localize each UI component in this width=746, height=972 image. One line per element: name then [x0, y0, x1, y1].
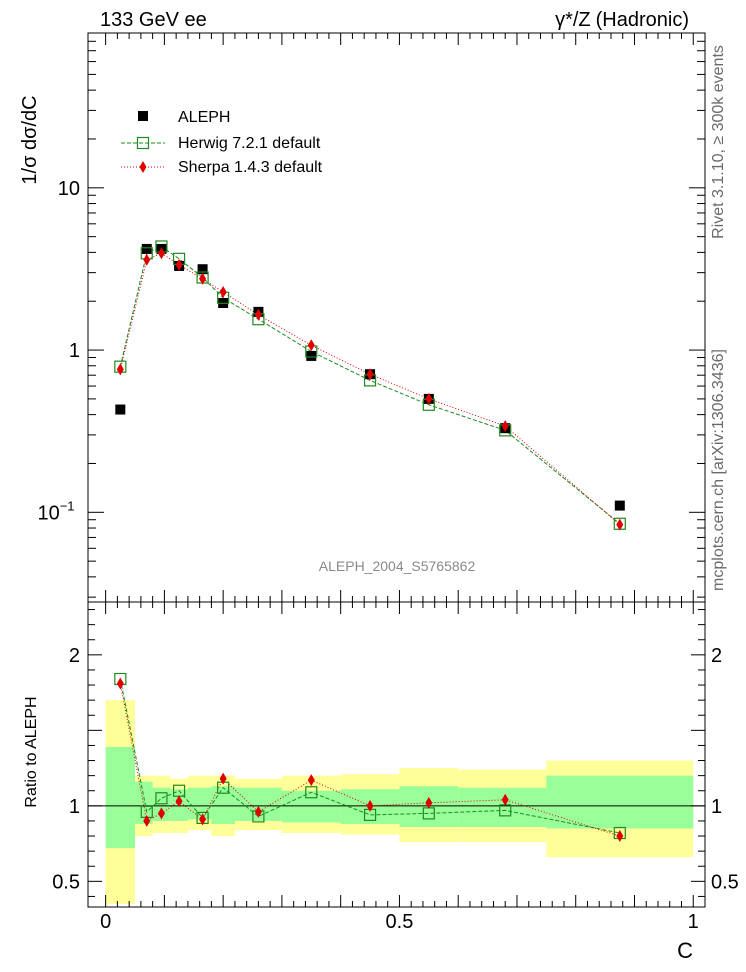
aleph-point — [141, 243, 152, 254]
sherpa-point — [116, 363, 124, 376]
aleph-point — [306, 350, 317, 361]
analysis-id-label: ALEPH_2004_S5765862 — [319, 558, 476, 574]
process-type: (Hadronic) — [596, 9, 689, 31]
ratio-band-inner — [458, 787, 547, 827]
legend-sherpa-marker — [139, 161, 147, 173]
herwig-ratio-line — [119, 678, 620, 834]
sherpa-ratio-point — [199, 813, 207, 826]
xlabel: C — [677, 938, 693, 963]
legend-sherpa-label: Sherpa 1.4.3 default — [178, 159, 323, 176]
aleph-point — [115, 404, 126, 415]
sherpa-point — [175, 258, 183, 271]
ratio-band-inner — [105, 746, 136, 849]
main-y-tick-label: 1 — [69, 340, 80, 362]
aleph-point — [197, 264, 208, 275]
header-energy-label: 133 GeV ee — [100, 9, 207, 31]
sherpa-point — [199, 272, 207, 285]
aleph-point — [614, 500, 625, 511]
ratio-y-tick-label: 1 — [69, 796, 80, 818]
ratio-y-tick-label-right: 1 — [711, 796, 722, 818]
sherpa-ratio-point — [307, 774, 315, 787]
legend-aleph-marker — [138, 111, 148, 121]
ratio-band-inner — [281, 790, 341, 823]
sherpa-point — [366, 368, 374, 381]
y-tick-exponent: −1 — [60, 498, 75, 513]
ratio-band-inner — [546, 775, 694, 829]
herwig-ratio-point — [155, 792, 168, 805]
sherpa-ratio-point — [116, 677, 124, 690]
ratio-y-tick-label-right: 2 — [711, 645, 722, 667]
ratio-bands — [105, 700, 694, 904]
process-symbol: γ*/Z — [555, 9, 591, 31]
ratio-y-tick-label: 0.5 — [52, 871, 80, 893]
legend-herwig-marker — [136, 136, 150, 150]
sherpa-ratio-point — [175, 795, 183, 808]
main-ylabel: 1/σ dσ/dC — [19, 95, 41, 184]
main-y-tick-label: 10−1 — [37, 498, 74, 524]
sherpa-ratio-point — [366, 799, 374, 812]
sherpa-point — [425, 392, 433, 405]
sherpa-point — [143, 253, 151, 266]
sherpa-point — [307, 339, 315, 352]
sherpa-ratio-point — [501, 793, 509, 806]
rivet-version-label: Rivet 3.1.10, ≥ 300k events — [710, 45, 727, 239]
ratio-band-inner — [211, 786, 235, 824]
legend: ALEPH Herwig 7.2.1 default Sherpa 1.4.3 … — [121, 109, 323, 176]
sherpa-ratio-point — [425, 796, 433, 809]
sherpa-ratio-point — [143, 814, 151, 827]
ratio-y-tick-label: 2 — [69, 645, 80, 667]
sherpa-ratio-point — [219, 772, 227, 785]
ratio-band-inner — [135, 781, 153, 824]
x-tick-label: 1 — [688, 911, 699, 933]
header-process-label: γ*/Z (Hadronic) — [555, 9, 689, 31]
ratio-plot-frame — [87, 601, 706, 908]
legend-aleph-label: ALEPH — [178, 109, 230, 126]
sherpa-line — [119, 252, 621, 525]
herwig-line — [119, 245, 621, 525]
herwig-ratio-point — [305, 786, 318, 799]
sherpa-point — [219, 285, 227, 298]
sherpa-point — [254, 308, 262, 321]
ratio-y-tick-label-right: 0.5 — [711, 871, 739, 893]
sherpa-ratio-point — [157, 807, 165, 820]
sherpa-ratio-point — [616, 830, 624, 843]
sherpa-point — [157, 247, 165, 260]
ratio-ylabel: Ratio to ALEPH — [23, 696, 40, 807]
main-y-tick-label: 10 — [58, 178, 80, 200]
x-tick-label: 0.5 — [386, 911, 414, 933]
mcplots-label: mcplots.cern.ch [arXiv:1306.3436] — [710, 349, 727, 591]
sherpa-point — [616, 518, 624, 531]
ratio-band-inner — [187, 787, 212, 820]
x-tick-label: 0 — [100, 911, 111, 933]
sherpa-point — [501, 420, 509, 433]
sherpa-ratio-point — [254, 805, 262, 818]
legend-herwig-label: Herwig 7.2.1 default — [178, 135, 321, 152]
